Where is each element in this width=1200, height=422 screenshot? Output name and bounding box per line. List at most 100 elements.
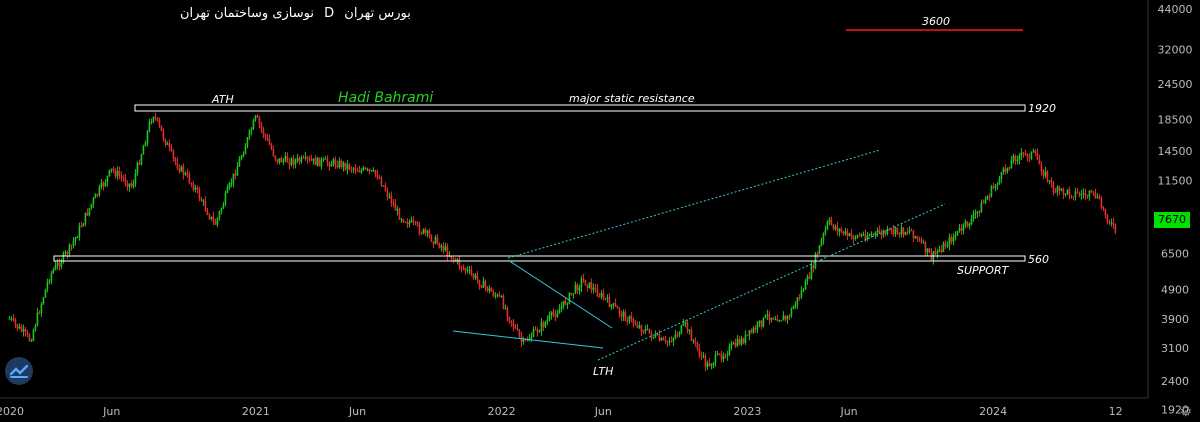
candle-body bbox=[650, 333, 653, 338]
candle-body bbox=[602, 293, 605, 299]
candle-body bbox=[982, 202, 985, 204]
candle-body bbox=[746, 334, 749, 336]
candle-body bbox=[1110, 222, 1113, 224]
candle-body bbox=[936, 251, 939, 254]
candle-body bbox=[288, 162, 291, 165]
candle-body bbox=[134, 173, 137, 184]
candle-body bbox=[878, 230, 881, 234]
trend-drawings bbox=[53, 29, 1026, 361]
price-axis[interactable]: 4400032000245001850014500115008500650049… bbox=[1147, 0, 1193, 416]
candle-body bbox=[1092, 191, 1095, 193]
candle-body bbox=[70, 244, 73, 246]
candle-body bbox=[320, 159, 323, 167]
wedge-upper-line[interactable] bbox=[507, 259, 613, 329]
candle-body bbox=[220, 208, 223, 212]
candle-body bbox=[1034, 150, 1037, 154]
candle-body bbox=[676, 334, 679, 336]
annotation-top: 3600 bbox=[922, 15, 950, 28]
candle-body bbox=[644, 329, 647, 332]
candle-body bbox=[574, 284, 577, 294]
candle-body bbox=[442, 245, 445, 251]
annotation-res: major static resistance bbox=[569, 92, 695, 105]
candle-body bbox=[106, 175, 109, 183]
price-tick-label: 2400 bbox=[1161, 375, 1189, 388]
candle-body bbox=[196, 187, 199, 190]
candle-body bbox=[472, 274, 475, 278]
candle-body bbox=[552, 312, 555, 315]
candle-body bbox=[48, 280, 51, 283]
candle-body bbox=[780, 320, 783, 322]
candle-body bbox=[836, 226, 839, 232]
time-axis[interactable]: 2020 Jun 2021 Jun 2022 Jun 2023 Jun 2024 12 bbox=[0, 397, 1148, 418]
time-tick-label: 2023 bbox=[733, 405, 761, 418]
candle-body bbox=[458, 259, 461, 267]
candle-body bbox=[250, 129, 253, 131]
candle-body bbox=[92, 198, 95, 204]
candle-body bbox=[656, 334, 659, 336]
candle-body bbox=[548, 315, 551, 320]
candle-body bbox=[876, 230, 879, 233]
candle-body bbox=[1060, 188, 1063, 191]
candle-body bbox=[756, 322, 759, 330]
candle-body bbox=[830, 219, 833, 225]
candle-body bbox=[206, 210, 209, 215]
time-tick-label: 12 bbox=[1109, 405, 1123, 418]
candle-body bbox=[898, 232, 901, 235]
candle-body bbox=[240, 156, 243, 160]
candle-body bbox=[512, 322, 515, 327]
candle-body bbox=[394, 203, 397, 211]
candle-body bbox=[274, 155, 277, 160]
gear-icon[interactable]: ⚙ bbox=[1179, 404, 1192, 420]
annotation-ath: ATH bbox=[211, 93, 234, 106]
candle-body bbox=[226, 187, 229, 193]
candle-body bbox=[972, 214, 975, 220]
candle-body bbox=[754, 328, 757, 330]
candle-body bbox=[764, 315, 767, 318]
candle-body bbox=[254, 115, 257, 121]
candle-body bbox=[762, 317, 765, 327]
candle-body bbox=[310, 159, 313, 161]
candle-body bbox=[810, 265, 813, 279]
candle-body bbox=[56, 262, 59, 266]
candle-body bbox=[908, 230, 911, 233]
candle-body bbox=[860, 234, 863, 236]
resistance-band[interactable] bbox=[134, 104, 1026, 112]
candle-body bbox=[920, 239, 923, 243]
candle-body bbox=[428, 230, 431, 236]
candle-body bbox=[726, 354, 729, 356]
candle-body bbox=[502, 296, 505, 309]
candle-body bbox=[768, 314, 771, 321]
candle-body bbox=[1072, 196, 1075, 198]
wedge-lower-line[interactable] bbox=[452, 330, 604, 349]
candle-body bbox=[584, 279, 587, 286]
candle-body bbox=[20, 326, 23, 332]
candle-body bbox=[1068, 189, 1071, 196]
candle-body bbox=[1018, 155, 1021, 160]
candle-body bbox=[638, 325, 641, 328]
candle-body bbox=[568, 292, 571, 304]
candle-body bbox=[778, 320, 781, 322]
candle-body bbox=[928, 248, 931, 253]
candle-body bbox=[58, 262, 61, 267]
candle-body bbox=[36, 312, 39, 326]
candle-body bbox=[406, 222, 409, 225]
candle-body bbox=[348, 164, 351, 170]
candle-body bbox=[306, 156, 309, 160]
candle-body bbox=[262, 128, 265, 135]
candle-body bbox=[536, 329, 539, 333]
candle-body bbox=[852, 235, 855, 239]
candle-body bbox=[558, 309, 561, 314]
tradingview-logo-icon[interactable] bbox=[5, 357, 33, 385]
candle-body bbox=[312, 158, 315, 161]
channel-lower-line[interactable] bbox=[597, 203, 946, 361]
candle-body bbox=[42, 297, 45, 304]
candle-body bbox=[26, 331, 29, 335]
candle-body bbox=[604, 298, 607, 300]
candle-body bbox=[66, 252, 69, 255]
candle-body bbox=[1112, 222, 1115, 225]
candle-body bbox=[12, 318, 15, 320]
support-band[interactable] bbox=[53, 255, 1026, 262]
channel-upper-line[interactable] bbox=[507, 149, 881, 259]
candle-body bbox=[678, 333, 681, 335]
